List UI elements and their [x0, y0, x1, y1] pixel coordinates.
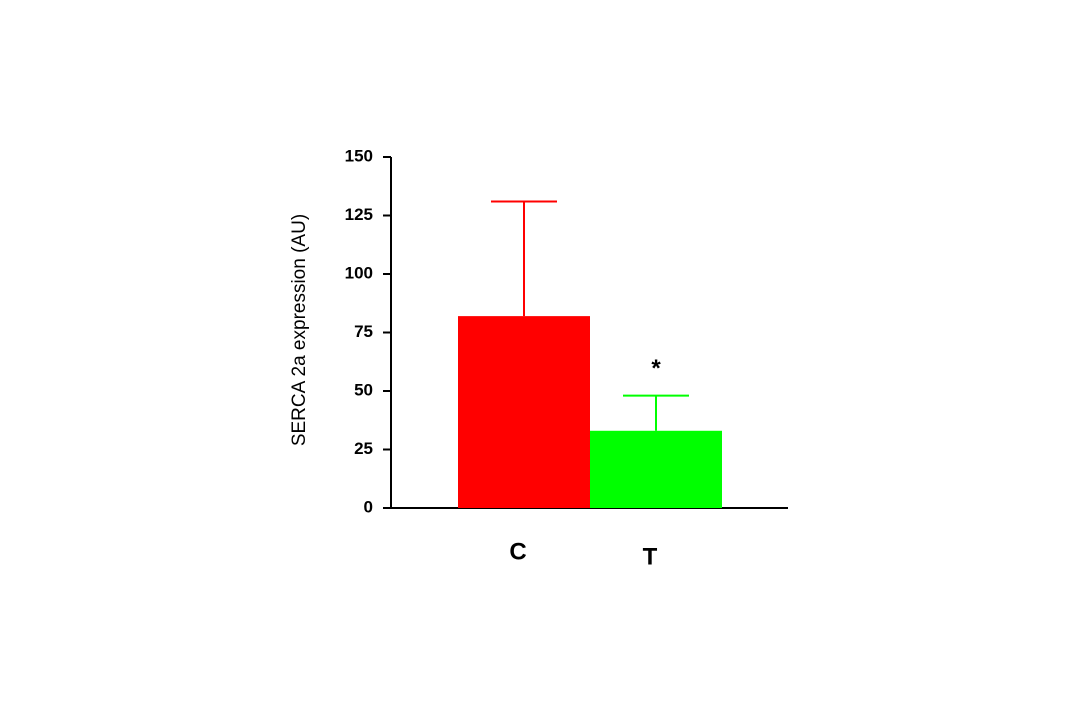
bar — [458, 316, 590, 508]
y-tick-label: 125 — [345, 205, 373, 224]
x-tick-label: C — [509, 538, 526, 565]
y-axis-label: SERCA 2a expression (AU) — [289, 214, 310, 446]
y-tick-label: 50 — [354, 380, 373, 399]
y-tick-label: 25 — [354, 439, 373, 458]
annotation: * — [651, 355, 661, 382]
x-tick-label: T — [643, 543, 658, 570]
y-tick-label: 75 — [354, 322, 373, 341]
bar — [590, 430, 722, 508]
y-tick-label: 0 — [364, 497, 373, 516]
y-tick-label: 100 — [345, 263, 373, 282]
y-tick-label: 150 — [345, 146, 373, 165]
